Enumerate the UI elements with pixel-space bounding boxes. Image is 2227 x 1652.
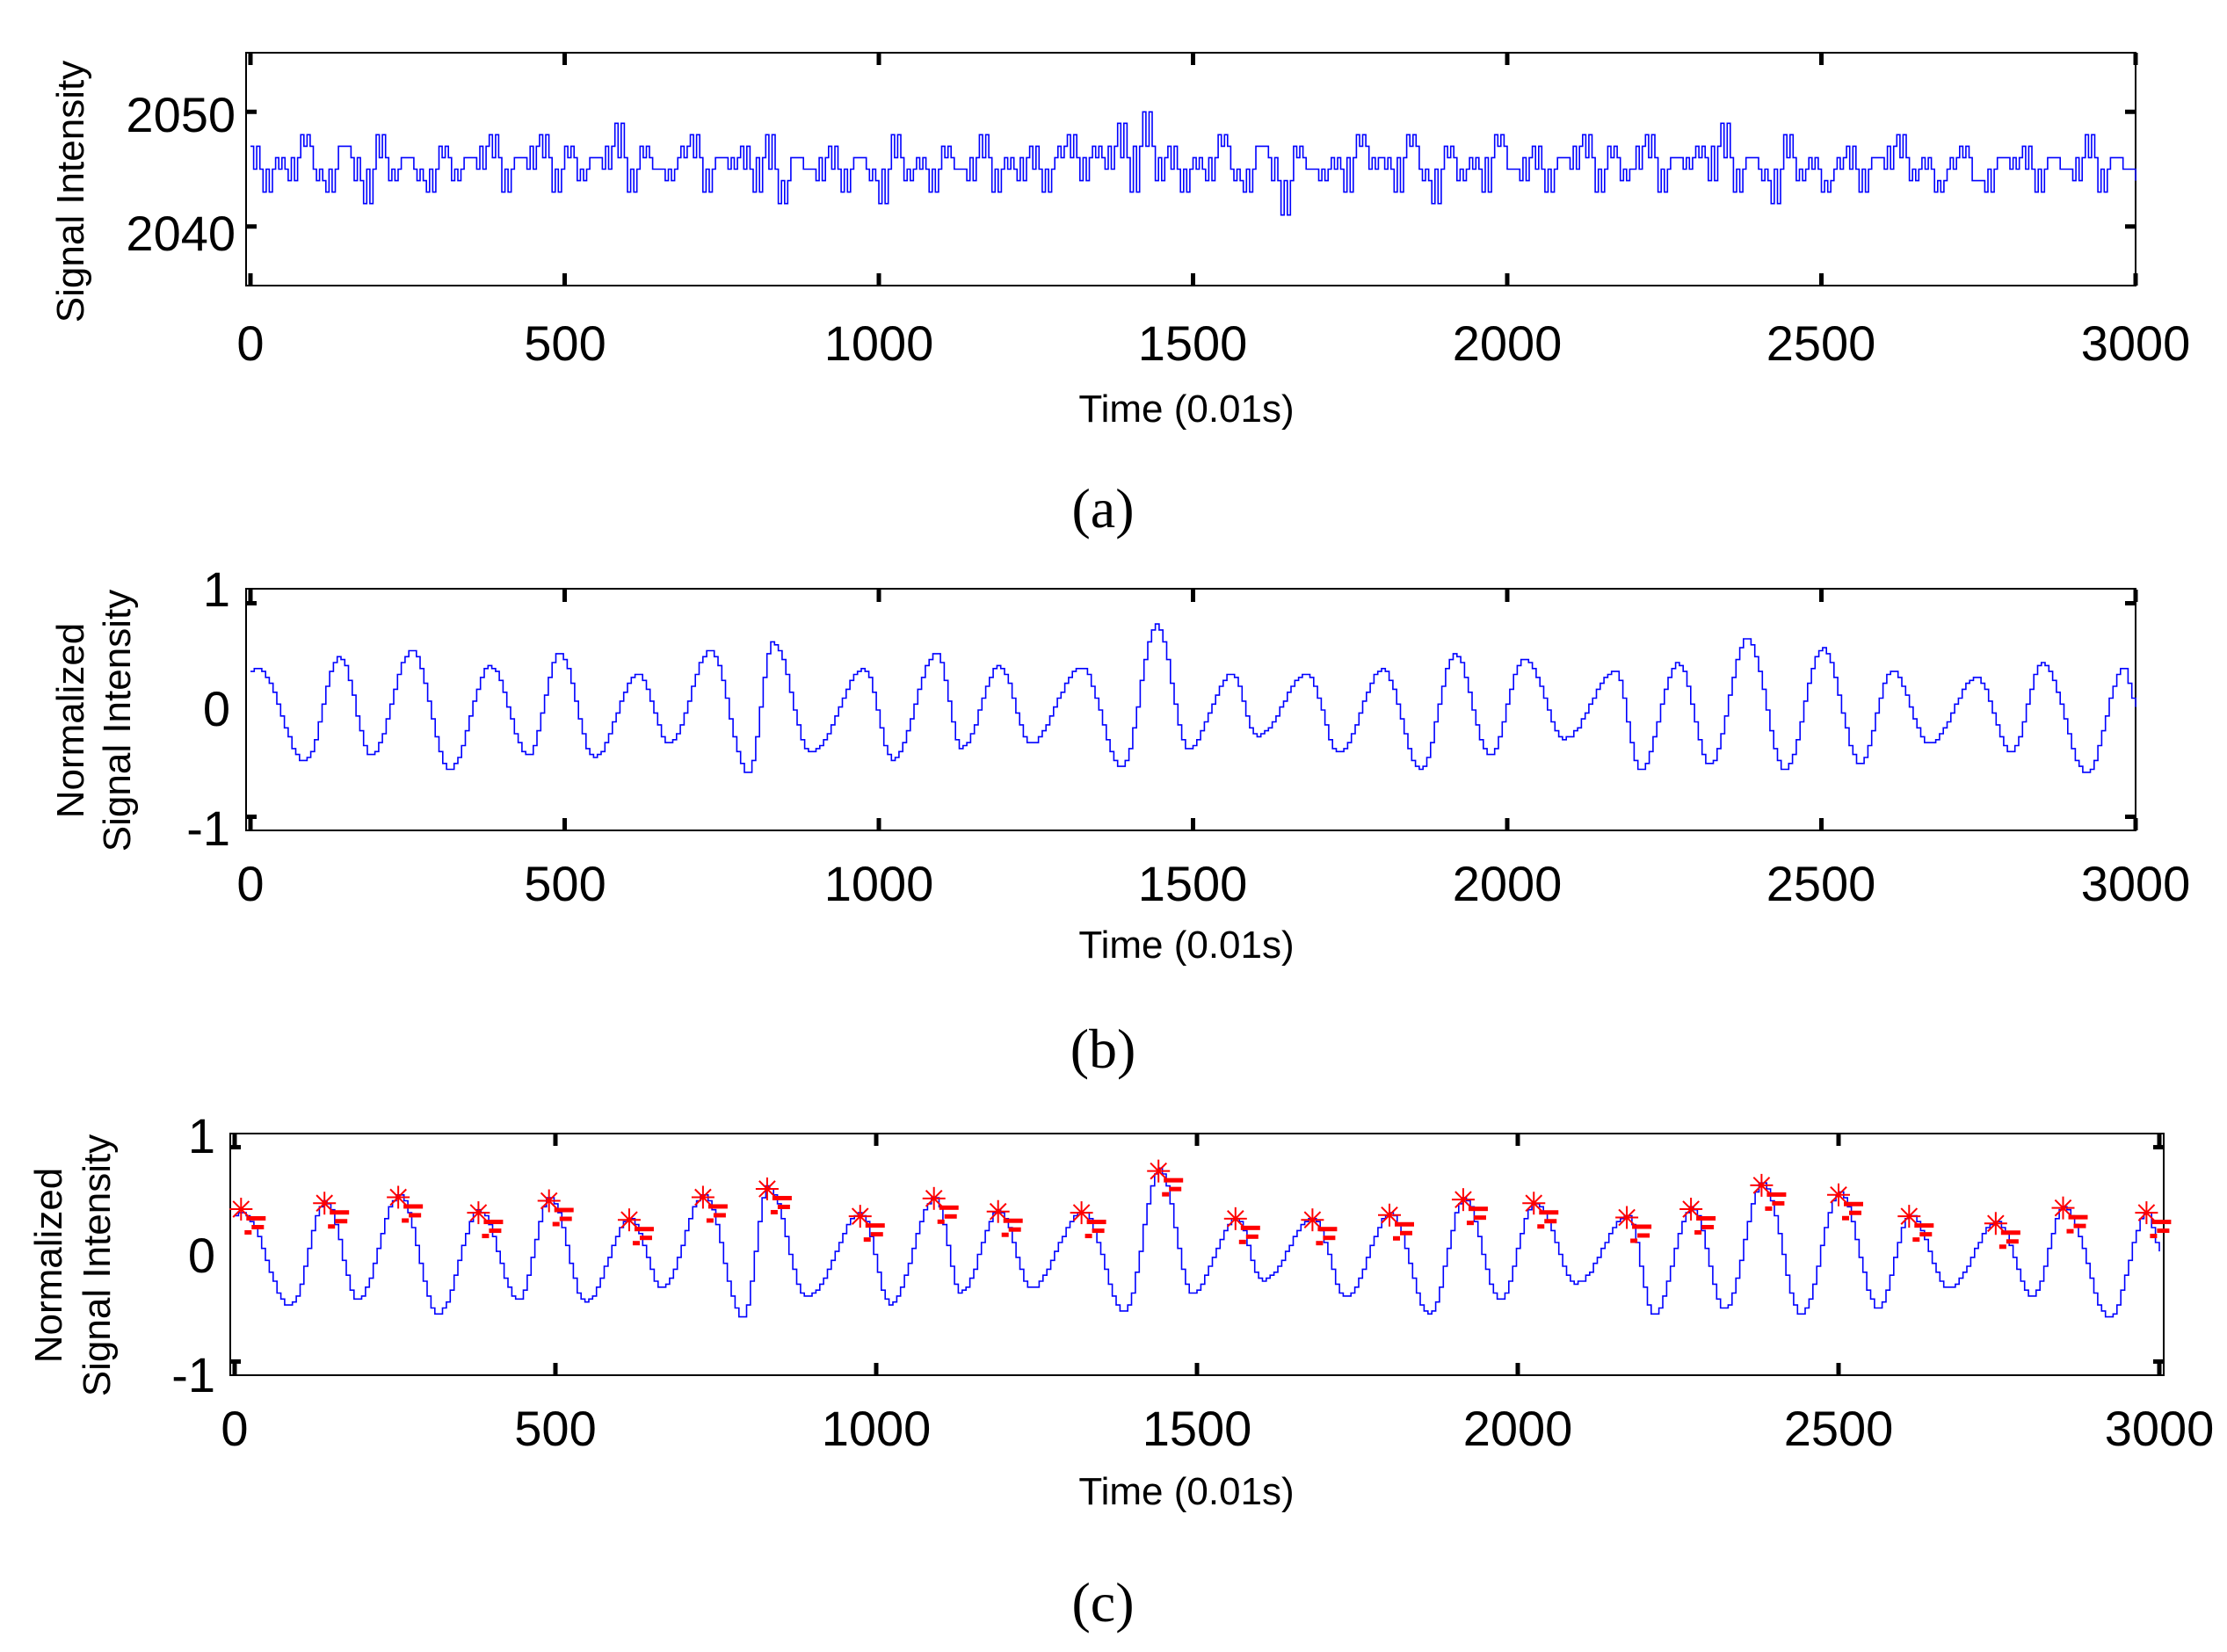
x-tick-label: 1000 xyxy=(822,1401,932,1456)
peak-marker xyxy=(313,1192,350,1229)
x-tick-label: 2000 xyxy=(1463,1401,1573,1456)
x-tick-label: 2000 xyxy=(1453,315,1563,371)
panel-a: 2050 2040 0 500 1000 1500 2000 2500 3000… xyxy=(49,52,2191,540)
axis-ticks-a xyxy=(246,53,2138,286)
plot-frame-c xyxy=(229,1133,2165,1376)
peak-marker xyxy=(1750,1173,1787,1211)
x-tick-label: 0 xyxy=(236,315,264,371)
peak-marker xyxy=(986,1199,1023,1237)
peak-marker xyxy=(1827,1183,1863,1221)
y-tick-label: 2050 xyxy=(126,87,236,142)
peak-marker xyxy=(1522,1192,1559,1229)
x-tick-label: 3000 xyxy=(2081,856,2191,911)
y-tick-label: 2040 xyxy=(126,206,236,261)
x-axis-title-a: Time (0.01s) xyxy=(1078,388,1294,431)
panel-b: 1 0 -1 0 500 1000 1500 2000 2500 3000 Ti… xyxy=(49,562,2190,1080)
peak-marker xyxy=(387,1185,424,1223)
peak-marker xyxy=(922,1186,959,1224)
y-tick-label: -1 xyxy=(186,801,230,856)
x-tick-label: 0 xyxy=(236,856,264,911)
axis-ticks-c xyxy=(230,1134,2164,1375)
x-tick-label: 2500 xyxy=(1766,315,1876,371)
x-tick-label: 1000 xyxy=(824,315,934,371)
x-tick-label: 1500 xyxy=(1138,856,1248,911)
panel-label-b: (b) xyxy=(1070,1018,1136,1080)
x-tick-label: 1000 xyxy=(824,856,934,911)
peak-marker xyxy=(467,1201,504,1239)
y-axis-title-b-line2: Signal Intensity xyxy=(96,590,139,851)
x-axis-title-b: Time (0.01s) xyxy=(1078,924,1294,967)
peak-marker xyxy=(537,1189,574,1227)
y-tick-label: 1 xyxy=(188,1108,215,1163)
x-tick-label: 500 xyxy=(524,315,606,371)
x-tick-label: 2500 xyxy=(1784,1401,1894,1456)
axis-ticks-b xyxy=(246,590,2138,830)
y-axis-title-a: Signal Intensity xyxy=(49,61,92,322)
x-tick-label: 500 xyxy=(524,856,606,911)
x-tick-label: 2000 xyxy=(1453,856,1563,911)
peak-marker xyxy=(1451,1188,1488,1226)
peak-marker xyxy=(1378,1203,1414,1241)
peak-marker xyxy=(1897,1205,1934,1243)
y-axis-title-b-line1: Normalized xyxy=(49,623,92,819)
peak-marker xyxy=(2135,1201,2172,1239)
x-tick-label: 3000 xyxy=(2081,315,2191,371)
peak-marker xyxy=(1070,1201,1106,1239)
x-tick-label: 1500 xyxy=(1138,315,1248,371)
y-axis-title-c-line2: Signal Intensity xyxy=(76,1134,119,1396)
peak-marker xyxy=(691,1185,728,1223)
peak-marker xyxy=(2051,1196,2088,1234)
x-tick-label: 2500 xyxy=(1766,856,1876,911)
y-tick-label: 0 xyxy=(203,681,230,736)
peak-marker xyxy=(1301,1208,1338,1246)
peak-marker xyxy=(1223,1206,1260,1244)
x-tick-label: 500 xyxy=(514,1401,596,1456)
signal-line-b xyxy=(250,623,2136,773)
peak-marker xyxy=(1984,1212,2020,1250)
peak-marker xyxy=(229,1198,266,1235)
signal-line-a xyxy=(250,111,2136,216)
peak-marker xyxy=(1679,1198,1716,1235)
y-tick-label: 0 xyxy=(188,1228,215,1283)
peak-marker xyxy=(1147,1159,1184,1197)
y-tick-label: 1 xyxy=(203,562,230,617)
peak-marker xyxy=(1615,1206,1652,1243)
peak-markers-c xyxy=(229,1159,2172,1250)
panel-label-a: (a) xyxy=(1071,477,1134,540)
x-axis-title-c: Time (0.01s) xyxy=(1078,1470,1294,1513)
peak-marker xyxy=(617,1208,654,1246)
y-axis-title-c-line1: Normalized xyxy=(27,1168,70,1364)
panel-c: 1 0 -1 0 500 1000 1500 2000 2500 3000 Ti… xyxy=(27,1108,2214,1634)
panel-label-c: (c) xyxy=(1071,1571,1134,1634)
signal-line-c xyxy=(235,1167,2160,1318)
x-tick-label: 3000 xyxy=(2105,1401,2215,1456)
x-tick-label: 1500 xyxy=(1143,1401,1252,1456)
x-tick-label: 0 xyxy=(221,1401,248,1456)
peak-marker xyxy=(848,1205,885,1243)
y-tick-label: -1 xyxy=(171,1347,215,1402)
peak-marker xyxy=(755,1177,792,1214)
plot-frame-b xyxy=(245,588,2136,831)
